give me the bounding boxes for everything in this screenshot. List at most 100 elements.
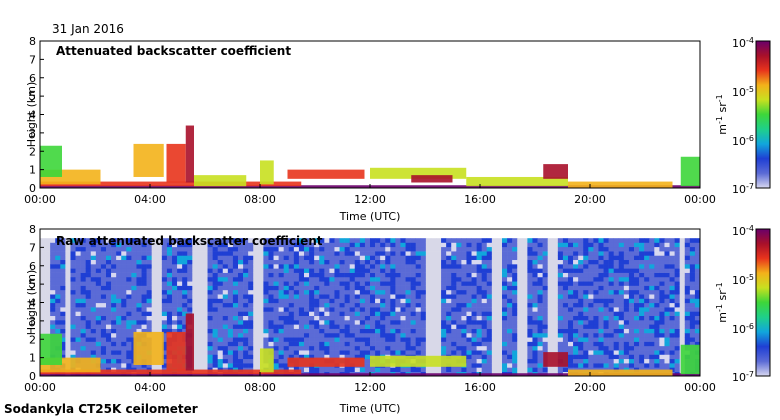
noise-cell [689,255,696,261]
noise-cell [583,285,589,291]
noise-cell [471,337,477,342]
noise-cell [380,259,386,265]
noise-cell [293,264,300,269]
noise-cell [293,272,300,278]
noise-cell [634,315,640,321]
noise-cell [684,268,691,273]
noise-cell [578,328,584,334]
noise-cell [349,246,356,252]
noise-cell [192,251,198,256]
noise-cell [471,324,477,329]
noise-cell [578,289,584,295]
noise-cell [390,320,396,325]
noise-cell [136,302,142,308]
noise-cell [507,320,513,325]
noise-cell [202,363,208,368]
noise-cell [456,281,462,286]
noise-cell [628,281,635,286]
noise-cell [689,302,696,308]
noise-cell [202,238,208,243]
noise-cell [40,324,46,329]
noise-cell [232,320,239,325]
noise-cell [644,337,650,342]
noise-cell [197,350,203,355]
noise-cell [222,363,229,368]
noise-cell [319,268,325,273]
noise-cell [319,298,325,304]
noise-cell [522,320,528,325]
noise-cell [202,302,208,308]
noise-cell [654,298,660,304]
noise-cell [436,251,442,256]
noise-cell [649,320,655,325]
noise-cell [390,324,396,329]
noise-cell [40,328,46,334]
noise-cell [481,350,488,355]
noise-cell [415,367,422,372]
noise-cell [90,255,97,261]
noise-cell [288,302,295,308]
noise-cell [395,272,401,278]
noise-cell [146,311,152,317]
noise-cell [248,289,254,295]
noise-cell [547,328,554,334]
noise-cell [116,255,122,261]
noise-cell [583,281,589,286]
noise-cell [654,328,660,334]
noise-cell [618,307,625,312]
noise-cell [562,242,569,248]
noise-cell [471,302,477,308]
noise-cell [354,259,361,265]
noise-cell [593,298,599,304]
noise-cell [324,311,330,317]
noise-cell [70,332,76,338]
noise-cell [248,358,254,364]
noise-cell [496,332,503,338]
noise-cell [212,328,218,334]
noise-cell [588,268,594,273]
noise-cell [319,242,325,248]
noise-cell [583,238,589,243]
noise-cell [60,276,66,282]
noise-cell [481,315,488,321]
noise-cell [370,264,376,269]
backscatter-layer [680,344,700,375]
noise-cell [441,294,447,299]
noise-cell [309,259,315,265]
noise-cell [172,315,178,321]
noise-cell [85,255,92,261]
noise-cell [304,350,310,355]
noise-cell [298,307,305,312]
noise-cell [502,298,508,304]
noise-cell [283,363,290,368]
colorbar-gradient [755,228,771,377]
noise-cell [654,307,660,312]
noise-cell [603,294,609,299]
noise-cell [141,251,147,256]
noise-cell [496,345,503,351]
noise-cell [121,238,127,243]
noise-cell [146,298,152,304]
noise-cell [278,350,284,355]
noise-cell [694,320,701,325]
noise-cell [202,242,208,248]
noise-cell [334,311,340,317]
noise-cell [324,276,330,282]
noise-cell [217,251,224,256]
noise-cell [248,238,254,243]
noise-cell [461,367,467,372]
date-label: 31 Jan 2016 [52,22,124,36]
noise-cell [441,251,447,256]
noise-cell [70,345,76,351]
noise-cell [436,332,442,338]
noise-cell [517,332,523,338]
noise-cell [659,345,665,351]
noise-cell [588,311,594,317]
noise-cell [537,276,543,282]
noise-cell [75,302,81,308]
noise-cell [583,268,589,273]
noise-cell [172,320,178,325]
noise-cell [679,294,686,299]
noise-cell [456,298,462,304]
noise-cell [298,259,305,265]
